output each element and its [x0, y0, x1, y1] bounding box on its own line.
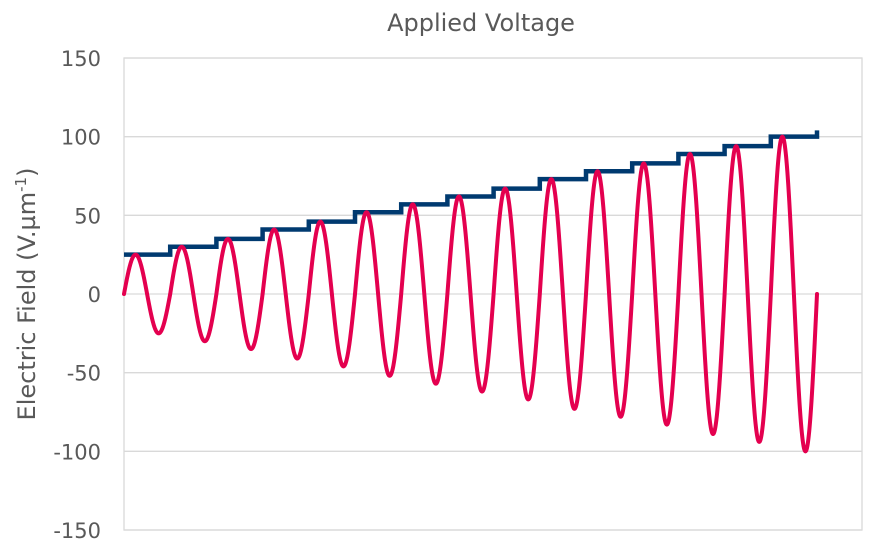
y-tick-label: 100 [61, 126, 101, 150]
y-tick-label: 0 [88, 283, 101, 307]
y-tick-label: -150 [53, 519, 101, 543]
voltage-sine-line [122, 134, 819, 454]
y-tick-label: 50 [74, 204, 101, 228]
y-tick-labels: 150 100 50 0 -50 -100 -150 [53, 47, 101, 543]
y-tick-label: -50 [67, 362, 101, 386]
series [122, 130, 820, 454]
y-tick-label: -100 [53, 440, 101, 464]
y-tick-label: 150 [61, 47, 101, 71]
envelope-step-line [124, 130, 820, 257]
chart-title: Applied Voltage [387, 9, 575, 37]
y-axis-label-close: ) [13, 168, 41, 177]
y-axis-label-superscript: -1 [12, 177, 30, 192]
y-axis-label-main: Electric Field (V.µm [13, 192, 41, 421]
y-axis-label: Electric Field (V.µm-1) [12, 168, 41, 421]
